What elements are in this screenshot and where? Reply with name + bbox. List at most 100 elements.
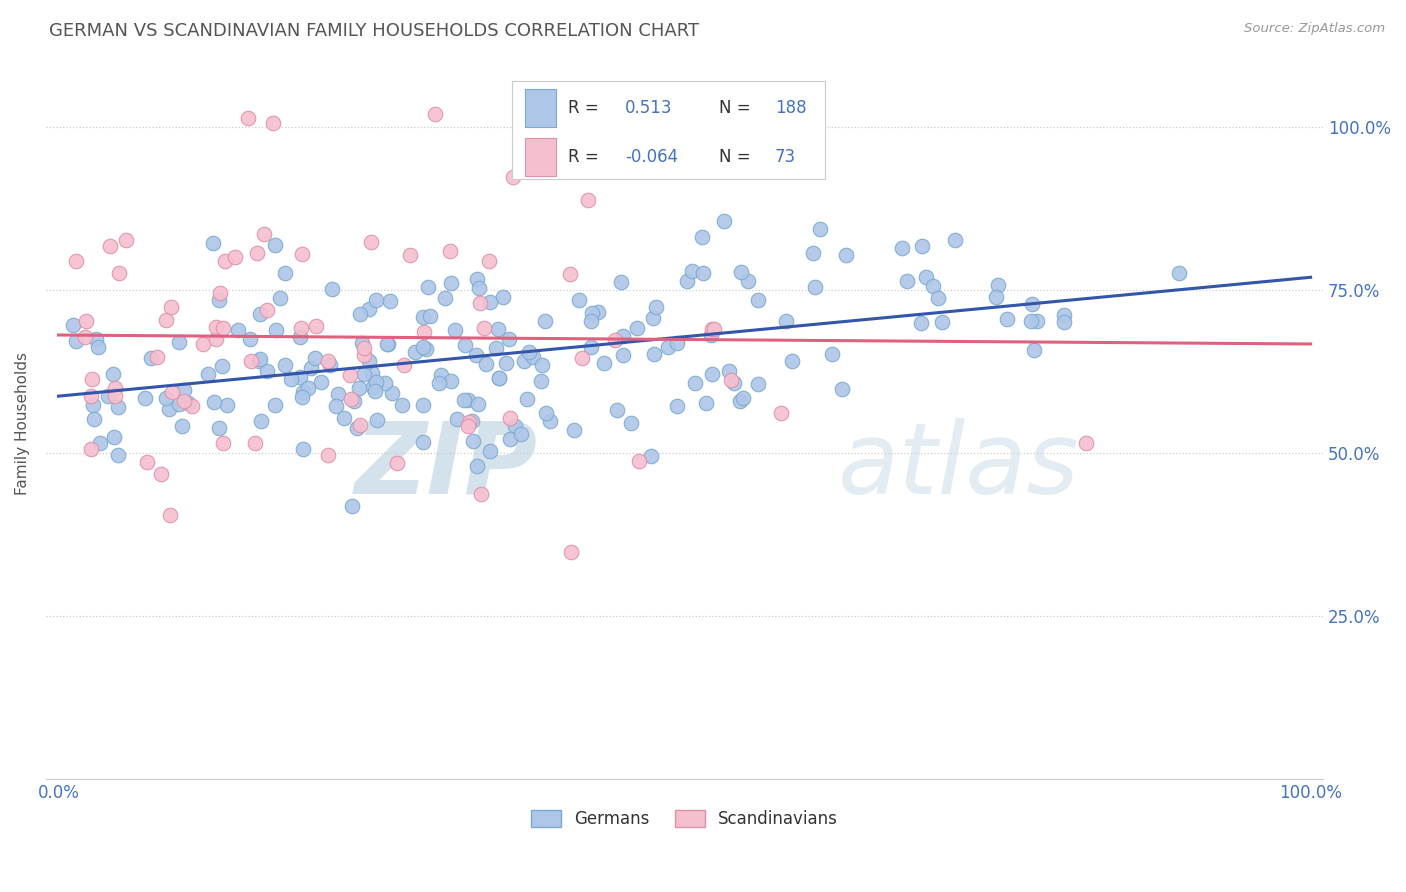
Point <box>1022 343 1045 358</box>
Point <box>440 276 463 290</box>
Point <box>80 442 103 456</box>
Point <box>747 377 769 392</box>
Point <box>419 309 441 323</box>
Point <box>145 351 167 365</box>
Text: -0.064: -0.064 <box>624 148 678 166</box>
Point <box>737 274 759 288</box>
Point <box>363 380 385 394</box>
Point <box>364 293 387 308</box>
Point <box>439 244 461 258</box>
Point <box>211 359 233 373</box>
Point <box>364 384 387 398</box>
Point <box>896 274 918 288</box>
Point <box>446 412 468 426</box>
Text: N =: N = <box>718 148 751 166</box>
FancyBboxPatch shape <box>512 80 825 178</box>
Point <box>427 376 450 391</box>
Point <box>609 275 631 289</box>
Point <box>290 390 312 404</box>
Point <box>347 381 370 395</box>
Point <box>730 393 752 408</box>
Point <box>380 294 402 309</box>
Point <box>107 400 129 414</box>
Point <box>465 348 488 362</box>
Text: 0.513: 0.513 <box>624 99 672 117</box>
Point <box>502 169 524 184</box>
Point <box>205 332 228 346</box>
Point <box>922 279 945 293</box>
Point <box>418 280 440 294</box>
Y-axis label: Family Households: Family Households <box>15 352 30 495</box>
Point <box>250 414 273 428</box>
Point <box>1053 315 1076 329</box>
Point <box>412 310 434 325</box>
Point <box>359 301 381 316</box>
Point <box>984 290 1007 304</box>
Point <box>703 322 725 336</box>
Text: R =: R = <box>568 148 599 166</box>
Point <box>304 351 326 366</box>
Point <box>239 332 262 346</box>
Point <box>492 290 515 304</box>
Point <box>488 371 510 385</box>
Point <box>159 508 181 523</box>
Point <box>263 398 285 412</box>
Point <box>513 353 536 368</box>
Point <box>155 313 177 327</box>
Point <box>780 354 803 368</box>
Point <box>247 354 270 368</box>
Point <box>309 375 332 389</box>
Point <box>87 340 110 354</box>
Point <box>349 307 371 321</box>
Point <box>385 456 408 470</box>
Point <box>747 293 769 307</box>
Point <box>606 402 628 417</box>
Point <box>339 368 361 382</box>
Point <box>353 341 375 355</box>
Point <box>723 376 745 390</box>
Point <box>375 337 398 351</box>
Point <box>181 399 204 413</box>
Point <box>1167 266 1189 280</box>
Point <box>412 325 434 339</box>
Point <box>264 323 287 337</box>
Point <box>612 348 634 362</box>
Point <box>412 398 434 412</box>
Point <box>115 233 138 247</box>
Point <box>104 381 127 395</box>
Point <box>353 367 375 381</box>
Point <box>404 344 426 359</box>
Point <box>576 193 599 207</box>
Point <box>568 293 591 307</box>
Point <box>167 397 190 411</box>
Point <box>536 406 558 420</box>
Point <box>134 391 156 405</box>
Text: GERMAN VS SCANDINAVIAN FAMILY HOUSEHOLDS CORRELATION CHART: GERMAN VS SCANDINAVIAN FAMILY HOUSEHOLDS… <box>49 22 699 40</box>
Point <box>269 291 291 305</box>
Point <box>291 247 314 261</box>
Point <box>80 389 103 403</box>
Point <box>560 267 582 281</box>
Point <box>82 398 104 412</box>
Point <box>499 411 522 425</box>
Point <box>177 396 200 410</box>
Point <box>321 282 343 296</box>
Point <box>381 385 404 400</box>
Point <box>804 280 827 294</box>
Point <box>503 419 526 434</box>
Point <box>458 415 481 429</box>
Point <box>343 393 366 408</box>
Point <box>692 266 714 280</box>
Point <box>467 281 489 295</box>
Point <box>478 444 501 458</box>
Point <box>657 340 679 354</box>
Point <box>197 367 219 381</box>
Point <box>835 248 858 262</box>
Point <box>339 392 361 406</box>
Point <box>510 426 533 441</box>
Point <box>533 314 555 328</box>
Point <box>83 411 105 425</box>
Point <box>516 392 538 406</box>
Point <box>377 336 399 351</box>
Point <box>316 354 339 368</box>
